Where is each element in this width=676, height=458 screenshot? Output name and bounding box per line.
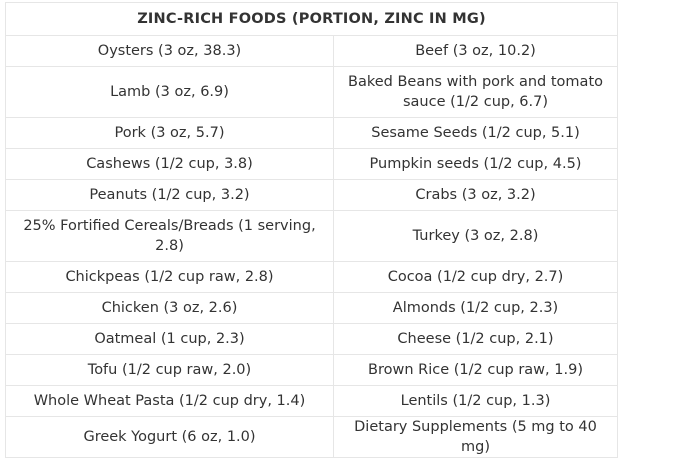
table-cell-left: Chickpeas (1/2 cup raw, 2.8): [5, 261, 334, 293]
table-cell-right: Almonds (1/2 cup, 2.3): [332, 292, 619, 324]
table-row: Oysters (3 oz, 38.3) Beef (3 oz, 10.2): [5, 35, 619, 67]
table-cell-left: Peanuts (1/2 cup, 3.2): [5, 179, 334, 211]
table-cell-right: Brown Rice (1/2 cup raw, 1.9): [332, 354, 619, 386]
table-row: Peanuts (1/2 cup, 3.2) Crabs (3 oz, 3.2): [5, 179, 619, 211]
table-cell-left: Oysters (3 oz, 38.3): [5, 35, 334, 67]
table-row: Pork (3 oz, 5.7) Sesame Seeds (1/2 cup, …: [5, 117, 619, 149]
table-cell-left: Cashews (1/2 cup, 3.8): [5, 148, 334, 180]
table-row: Tofu (1/2 cup raw, 2.0) Brown Rice (1/2 …: [5, 354, 619, 386]
table-row: Chicken (3 oz, 2.6) Almonds (1/2 cup, 2.…: [5, 292, 619, 324]
table-cell-left: Tofu (1/2 cup raw, 2.0): [5, 354, 334, 386]
table-row: 25% Fortified Cereals/Breads (1 serving,…: [5, 210, 619, 262]
table-row: Chickpeas (1/2 cup raw, 2.8) Cocoa (1/2 …: [5, 261, 619, 293]
table-row: Greek Yogurt (6 oz, 1.0) Dietary Supplem…: [5, 416, 619, 458]
table-row: Lamb (3 oz, 6.9) Baked Beans with pork a…: [5, 66, 619, 118]
table-cell-right: Pumpkin seeds (1/2 cup, 4.5): [332, 148, 619, 180]
table-cell-right: Crabs (3 oz, 3.2): [332, 179, 619, 211]
table-cell-right: Cocoa (1/2 cup dry, 2.7): [332, 261, 619, 293]
table-cell-right: Beef (3 oz, 10.2): [332, 35, 619, 67]
table-cell-left: Pork (3 oz, 5.7): [5, 117, 334, 149]
table-cell-right: Baked Beans with pork and tomato sauce (…: [332, 66, 619, 118]
table-row: Oatmeal (1 cup, 2.3) Cheese (1/2 cup, 2.…: [5, 323, 619, 355]
zinc-foods-table: ZINC-RICH FOODS (PORTION, ZINC IN MG) Oy…: [4, 2, 619, 458]
table-cell-right: Dietary Supplements (5 mg to 40 mg): [332, 416, 619, 458]
table-row: Whole Wheat Pasta (1/2 cup dry, 1.4) Len…: [5, 385, 619, 417]
table-cell-left: Oatmeal (1 cup, 2.3): [5, 323, 334, 355]
table-title: ZINC-RICH FOODS (PORTION, ZINC IN MG): [4, 2, 619, 36]
table-cell-right: Lentils (1/2 cup, 1.3): [332, 385, 619, 417]
table-cell-right: Cheese (1/2 cup, 2.1): [332, 323, 619, 355]
table-cell-left: 25% Fortified Cereals/Breads (1 serving,…: [5, 210, 334, 262]
table-cell-left: Lamb (3 oz, 6.9): [5, 66, 334, 118]
table-cell-left: Greek Yogurt (6 oz, 1.0): [5, 416, 334, 458]
table-cell-left: Chicken (3 oz, 2.6): [5, 292, 334, 324]
table-cell-left: Whole Wheat Pasta (1/2 cup dry, 1.4): [5, 385, 334, 417]
table-cell-right: Turkey (3 oz, 2.8): [332, 210, 619, 262]
table-row: Cashews (1/2 cup, 3.8) Pumpkin seeds (1/…: [5, 148, 619, 180]
table-header-row: ZINC-RICH FOODS (PORTION, ZINC IN MG): [4, 2, 619, 36]
table-cell-right: Sesame Seeds (1/2 cup, 5.1): [332, 117, 619, 149]
